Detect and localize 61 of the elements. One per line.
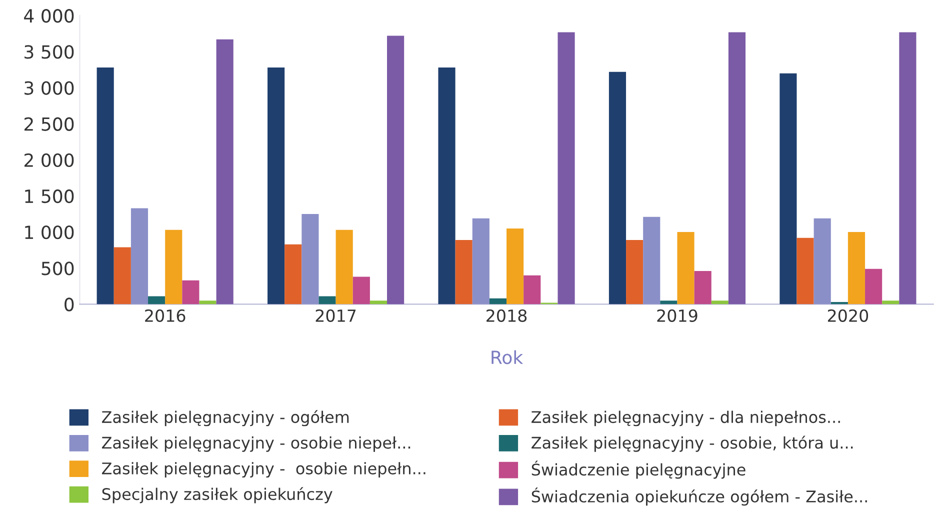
y-tick-label: 3 500 bbox=[24, 45, 74, 59]
bar bbox=[558, 32, 575, 304]
bar bbox=[728, 32, 746, 304]
y-tick-label: 0 bbox=[64, 298, 74, 312]
x-tick-label: 2019 bbox=[657, 309, 698, 322]
legend-label: Zasiłek pielęgnacyjny - ogółem bbox=[102, 410, 349, 426]
bar bbox=[899, 32, 916, 304]
bar bbox=[336, 230, 353, 304]
bar bbox=[199, 300, 216, 304]
bar bbox=[302, 214, 319, 304]
x-axis-title: Rok bbox=[492, 350, 524, 364]
bar bbox=[694, 271, 712, 304]
legend-label: Zasiłek pielęgnacyjny - osobie, która u... bbox=[532, 436, 853, 452]
bar bbox=[677, 232, 694, 304]
bar bbox=[370, 300, 388, 304]
bar bbox=[643, 216, 660, 304]
y-tick-label: 2 500 bbox=[24, 117, 74, 131]
bar bbox=[130, 208, 148, 304]
bar bbox=[284, 244, 302, 304]
x-tick-label: 2016 bbox=[145, 309, 186, 322]
bar bbox=[268, 68, 285, 304]
bar bbox=[114, 247, 131, 304]
x-tick-label: 2018 bbox=[486, 309, 527, 322]
x-tick-label: 2020 bbox=[828, 309, 868, 322]
legend-label: Specjalny zasiłek opiekuńczy bbox=[102, 487, 332, 504]
y-tick-label: 3 000 bbox=[24, 81, 74, 95]
bar bbox=[387, 36, 404, 304]
legend-label: Zasiłek pielęgnacyjny - osobie niepeł... bbox=[102, 436, 410, 452]
bar bbox=[489, 298, 507, 304]
bar bbox=[796, 238, 814, 304]
y-tick-label: 4 000 bbox=[24, 9, 74, 23]
legend-label: Świadczenia opiekuńcze ogółem - Zasiłe... bbox=[532, 488, 867, 506]
bar bbox=[506, 228, 524, 304]
y-tick-label: 2 000 bbox=[24, 153, 74, 168]
bar bbox=[814, 218, 831, 304]
bar bbox=[882, 300, 900, 304]
legend-label: Zasiłek pielęgnacyjny - osobie niepełn... bbox=[102, 462, 426, 478]
y-tick-label: 500 bbox=[42, 262, 74, 276]
y-tick-label: 1 500 bbox=[25, 189, 74, 204]
bar bbox=[96, 68, 114, 304]
bar bbox=[524, 275, 541, 304]
bar bbox=[780, 73, 797, 304]
y-tick-label: 1 000 bbox=[25, 226, 74, 240]
bar bbox=[352, 276, 370, 304]
legend-label: Zasiłek pielęgnacyjny - dla niepełnos... bbox=[532, 410, 840, 426]
x-tick-label: 2017 bbox=[316, 309, 356, 322]
bar bbox=[165, 230, 182, 304]
legend-label: Świadczenie pielęgnacyjne bbox=[532, 460, 746, 479]
bar bbox=[318, 296, 336, 304]
bar bbox=[148, 296, 166, 304]
bar bbox=[711, 300, 728, 304]
bar bbox=[472, 218, 490, 304]
bar bbox=[216, 39, 234, 304]
bar bbox=[626, 240, 644, 304]
bar bbox=[660, 300, 678, 304]
bar bbox=[438, 68, 456, 304]
bar bbox=[182, 280, 200, 304]
bar bbox=[608, 72, 626, 304]
bar bbox=[865, 268, 882, 304]
bar bbox=[455, 240, 472, 304]
bar bbox=[848, 232, 866, 304]
